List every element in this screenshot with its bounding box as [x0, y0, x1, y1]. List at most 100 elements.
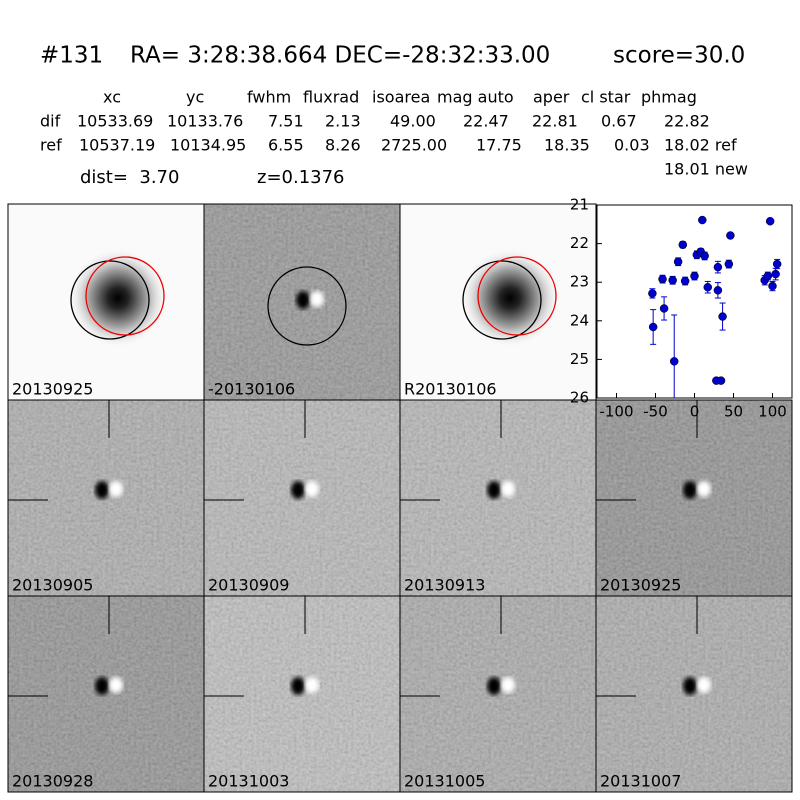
y-tick-label: 24: [570, 311, 589, 329]
source: [460, 248, 560, 348]
dipole-dark: [95, 481, 109, 499]
point: [716, 376, 726, 385]
points: [648, 215, 782, 398]
image-panel: 20130913: [399, 399, 597, 597]
point: [668, 276, 677, 285]
table-cell: 0.67: [601, 112, 637, 131]
x-tick-label: 50: [724, 403, 743, 421]
point: [700, 251, 709, 261]
image-panel: 20131005: [399, 595, 597, 793]
point: [690, 271, 699, 281]
x-tick-label: -50: [643, 403, 668, 421]
image-noise: [596, 400, 792, 596]
image-panel: 20131003: [203, 595, 401, 793]
column-header: aper: [533, 88, 570, 107]
dipole-light: [109, 481, 123, 497]
image-noise: [596, 596, 792, 792]
dipole-dark: [487, 481, 501, 499]
image-panel: -20130106: [203, 203, 401, 401]
redshift: z=0.1376: [257, 167, 345, 188]
dipole-light: [305, 481, 319, 497]
x-tick-label: 100: [758, 403, 787, 421]
column-header: phmag: [641, 88, 697, 107]
chart: 21 22 23 24 25 26 -100 -50 0 50 100: [570, 196, 793, 421]
point: [669, 357, 679, 366]
point: [772, 259, 782, 269]
dist: dist= 3.70: [80, 167, 179, 188]
table-cell: 22.81: [532, 112, 578, 131]
image-panel: 20131007: [595, 595, 793, 793]
table-cell: 6.55: [268, 136, 304, 155]
panel-label: 20130909: [208, 576, 289, 595]
panel-label: R20130106: [404, 380, 497, 399]
dipole-dark: [296, 291, 310, 309]
point: [698, 215, 707, 225]
dipole-light: [310, 291, 324, 307]
image-noise: [204, 596, 400, 792]
table-cell: ref: [40, 136, 62, 155]
image-panel: 20130909: [203, 399, 401, 597]
table-cell: 10533.69: [77, 112, 153, 131]
image-panel: R20130106: [399, 203, 597, 401]
dipole-light: [697, 677, 711, 693]
panel-label: 20130913: [404, 576, 485, 595]
point: [658, 274, 667, 284]
title-coords: RA= 3:28:38.664 DEC=-28:32:33.00: [130, 43, 550, 69]
title-score: score=30.0: [613, 43, 745, 69]
table-cell: 2.13: [325, 112, 361, 131]
image-panel: 20130928: [7, 595, 205, 793]
image-noise: [204, 400, 400, 596]
dipole-light: [501, 481, 515, 497]
panel-label: 20131003: [208, 772, 289, 791]
image-noise: [400, 596, 596, 792]
image-panel: 20130925: [595, 399, 793, 597]
point: [680, 276, 690, 286]
point: [726, 231, 735, 240]
image-panel: 20130905: [7, 399, 205, 597]
table-cell: 2725.00: [381, 136, 447, 155]
panels: 20130925 -20130106 R20130106 20130905 201309…: [7, 203, 793, 793]
dipole-light: [697, 481, 711, 497]
x-tick-label: 0: [690, 403, 700, 421]
y-tick-label: 21: [570, 196, 589, 214]
y-tick-label: 26: [570, 389, 589, 407]
table-cell: 10537.19: [79, 136, 155, 155]
point: [768, 281, 777, 291]
table-cell: 22.47: [463, 112, 509, 131]
y-tick-label: 23: [570, 273, 589, 291]
table-cell: 10133.76: [167, 112, 243, 131]
table-cell: 7.51: [268, 112, 304, 131]
point: [703, 282, 713, 292]
panel-label: 20130905: [12, 576, 93, 595]
y-tick-label: 22: [570, 234, 589, 252]
aperture-ref: [85, 256, 165, 336]
table-cell: 17.75: [476, 136, 522, 155]
image-noise: [8, 596, 204, 792]
point: [718, 312, 727, 321]
point: [765, 216, 775, 226]
point: [763, 271, 773, 281]
column-header: yc: [186, 88, 204, 107]
point: [771, 269, 780, 279]
point: [713, 262, 723, 272]
panel-label: 20131007: [600, 772, 681, 791]
dipole-dark: [683, 481, 697, 499]
column-header: fwhm: [247, 88, 291, 107]
table-cell: 10134.95: [170, 136, 246, 155]
point: [673, 257, 683, 266]
dipole-light: [109, 677, 123, 693]
panel-label: 20131005: [404, 772, 485, 791]
panel-label: 20130925: [600, 576, 681, 595]
image-noise: [400, 400, 596, 596]
title-id: #131: [40, 43, 103, 69]
panel-label: 20130925: [12, 380, 93, 399]
point: [648, 289, 657, 298]
column-header: xc: [103, 88, 121, 107]
dipole-dark: [487, 677, 501, 695]
table-cell: 18.02 ref: [664, 136, 737, 155]
texts: #131 RA= 3:28:38.664 DEC=-28:32:33.00 scor…: [40, 43, 748, 189]
dipole-dark: [683, 677, 697, 695]
table-cell: 8.26: [325, 136, 361, 155]
point: [678, 240, 688, 250]
